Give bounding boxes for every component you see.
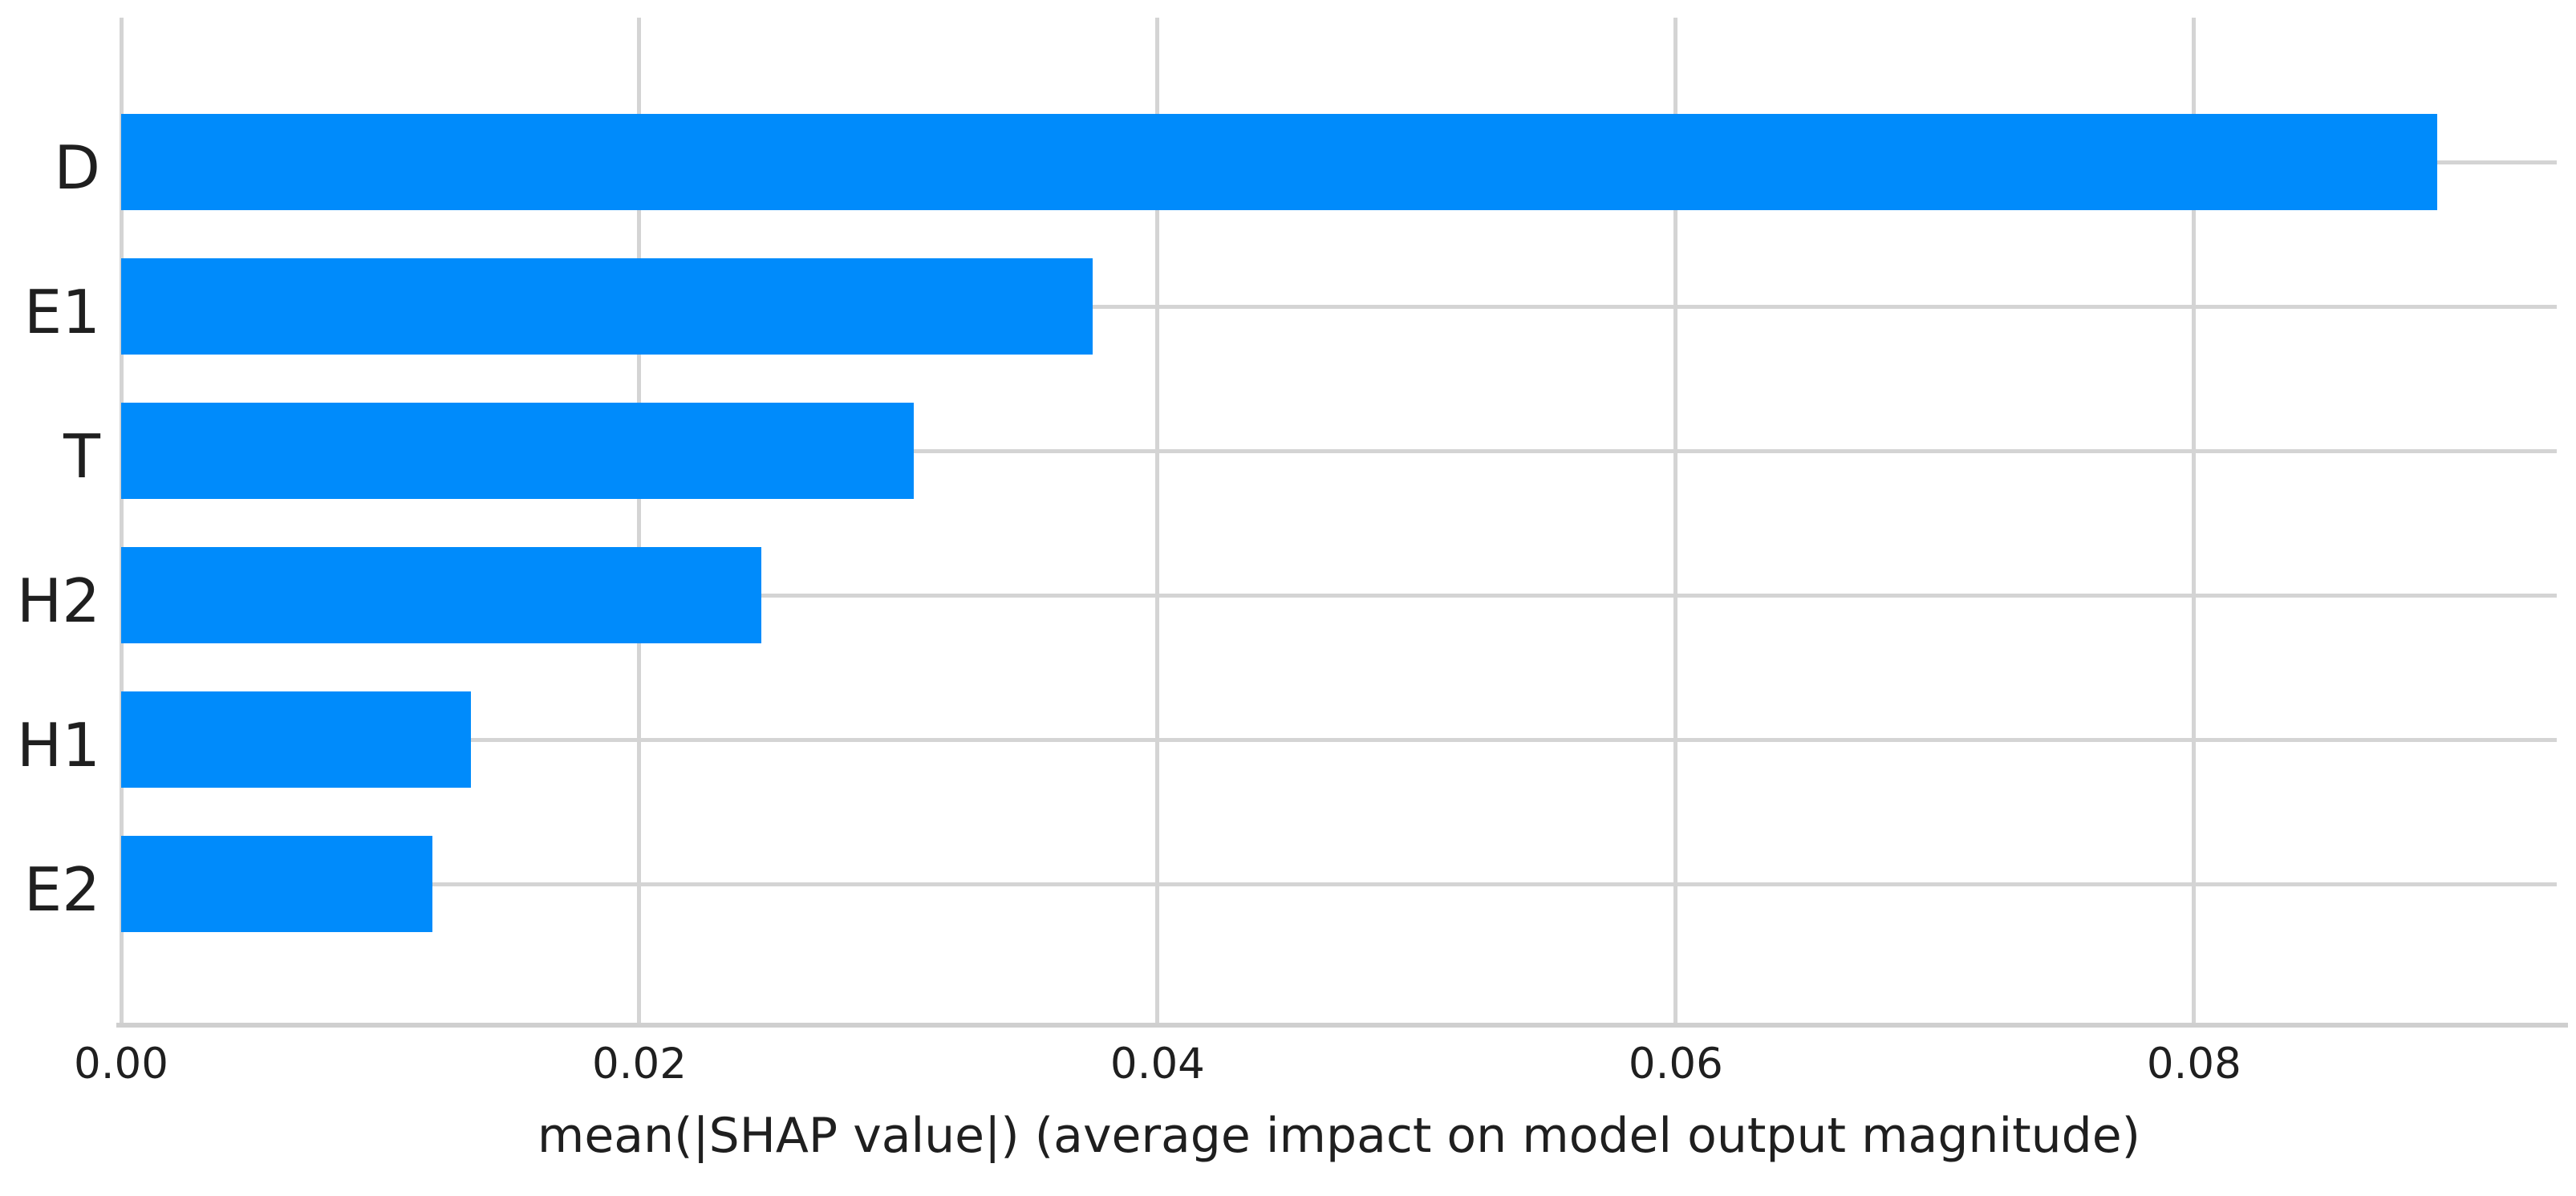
gridline-horizontal xyxy=(121,448,2557,453)
bar-E1 xyxy=(121,258,1093,355)
x-axis-line xyxy=(116,1023,2568,1028)
gridline-horizontal xyxy=(121,593,2557,598)
gridline-horizontal xyxy=(121,304,2557,309)
x-tick-label: 0.02 xyxy=(591,1040,687,1089)
x-tick-label: 0.08 xyxy=(2146,1040,2241,1089)
gridline-vertical xyxy=(1155,18,1160,1023)
gridline-horizontal xyxy=(121,737,2557,742)
bar-H2 xyxy=(121,547,761,643)
bar-E2 xyxy=(121,836,432,932)
y-tick-label: H2 xyxy=(16,566,100,636)
y-tick-label: T xyxy=(63,421,100,492)
gridline-vertical xyxy=(637,18,642,1023)
bar-H1 xyxy=(121,691,472,788)
x-axis-title: mean(|SHAP value|) (average impact on mo… xyxy=(537,1108,2141,1164)
gridline-vertical xyxy=(2192,18,2197,1023)
gridline-vertical xyxy=(119,18,124,1023)
x-tick-label: 0.04 xyxy=(1110,1040,1205,1089)
bar-D xyxy=(121,114,2438,210)
gridline-horizontal xyxy=(121,882,2557,886)
gridline-vertical xyxy=(1673,18,1678,1023)
x-tick-label: 0.06 xyxy=(1628,1040,1723,1089)
y-tick-label: H1 xyxy=(16,710,100,780)
y-tick-label: D xyxy=(54,132,100,203)
y-tick-label: E1 xyxy=(23,277,100,347)
x-tick-label: 0.00 xyxy=(73,1040,169,1089)
y-tick-label: E2 xyxy=(23,854,100,925)
bar-T xyxy=(121,403,915,499)
